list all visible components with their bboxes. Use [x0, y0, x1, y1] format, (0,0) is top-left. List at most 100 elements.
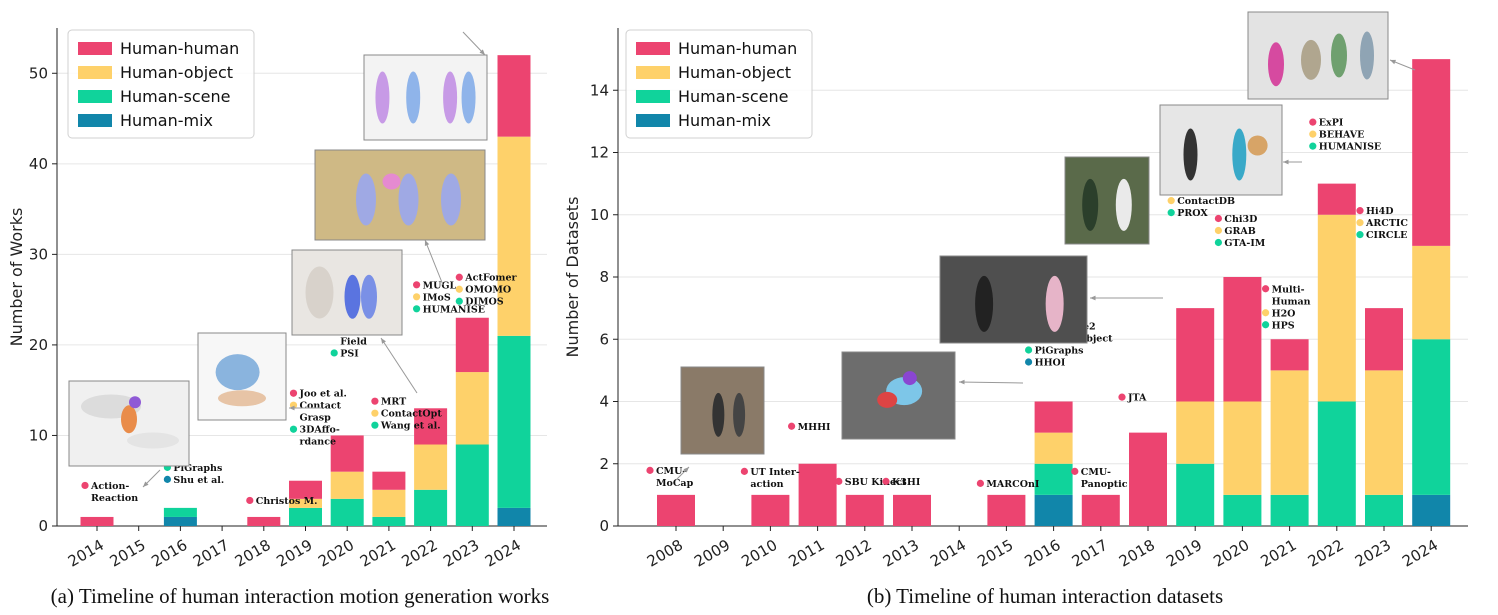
- annotation-dot: [740, 467, 749, 475]
- annotation-dot: [646, 466, 654, 474]
- annotation-text: GTA-IM: [1224, 238, 1265, 249]
- annotation-dot: [1167, 209, 1175, 217]
- figure-caption: (b) Timeline of human interaction datase…: [867, 584, 1223, 608]
- x-tick-label: 2012: [833, 536, 875, 571]
- inset-pointer-head: [959, 379, 965, 385]
- annotation-text: Joo et al.: [299, 389, 347, 400]
- inset-human-pair: [363, 54, 488, 141]
- bar-hh-2012: [845, 494, 884, 526]
- annotation-dot: [835, 477, 843, 485]
- annotation-text: Multi-: [1272, 284, 1305, 295]
- annotation-dot: [455, 285, 463, 293]
- bar-hh-2008: [657, 494, 695, 526]
- inset-pointer: [958, 381, 1024, 384]
- bar-hh-2024: [1412, 59, 1451, 246]
- inset-figure: [382, 173, 401, 190]
- x-tick-label: 2016: [148, 536, 190, 571]
- legend-swatch: [78, 66, 112, 79]
- inset-figure: [1183, 128, 1198, 181]
- inset-pointer-head: [289, 405, 295, 411]
- x-tick-label: 2014: [65, 536, 107, 571]
- bar-hh-2023: [455, 317, 489, 373]
- figure-caption: (a) Timeline of human interaction motion…: [51, 584, 550, 608]
- legend-swatch: [78, 90, 112, 103]
- inset-figure: [1247, 135, 1268, 156]
- x-tick-label: 2013: [880, 536, 922, 571]
- annotation-dot: [371, 397, 379, 405]
- annotation-text: Human: [1272, 296, 1311, 307]
- annotation-text: Shu et al.: [173, 475, 224, 486]
- x-tick-label: 2018: [1116, 536, 1158, 571]
- x-tick-label: 2022: [399, 536, 441, 571]
- x-tick-label: 2018: [232, 536, 274, 571]
- inset-box-carry: [1159, 104, 1283, 196]
- bar-ho-2016: [1034, 432, 1073, 464]
- annotation-text: BEHAVE: [1319, 130, 1365, 141]
- y-tick-label: 0: [599, 517, 609, 535]
- inset-figure: [1331, 33, 1347, 78]
- bar-hh-2016: [1034, 401, 1073, 433]
- inset-figure: [375, 71, 390, 124]
- annotation-dot: [81, 481, 89, 490]
- inset-pointer-head: [424, 240, 430, 246]
- annotation-text: MoCap: [656, 478, 694, 489]
- annotation-text: MHHI: [798, 422, 831, 433]
- inset-figure: [1360, 31, 1374, 80]
- x-tick-label: 2022: [1305, 536, 1347, 571]
- bar-ho-2024: [497, 136, 531, 336]
- inset-figure: [127, 432, 179, 449]
- bar-hs-2016: [163, 507, 197, 517]
- bar-hh-2014: [80, 516, 114, 526]
- bar-hh-2011: [798, 463, 837, 526]
- x-tick-label: 2008: [644, 536, 686, 571]
- annotation-text: Chi3D: [1224, 214, 1257, 225]
- y-axis-label: Number of Datasets: [563, 197, 582, 358]
- annotation-dot: [1262, 309, 1270, 317]
- legend-swatch: [78, 114, 112, 127]
- annotation-text: Panoptic: [1081, 479, 1128, 490]
- annotation-dot: [1309, 130, 1317, 138]
- annotation-dot: [1356, 219, 1364, 227]
- bar-hs-2023: [1365, 494, 1403, 526]
- annotation-dot: [330, 349, 338, 357]
- annotation-text: MRT: [381, 397, 406, 408]
- annotation-text: PiGraphs: [1035, 346, 1084, 357]
- inset-figure: [902, 371, 917, 386]
- annotation-text: HPS: [1272, 320, 1295, 331]
- inset-object-carry: [314, 149, 486, 241]
- legend-swatch: [636, 66, 670, 79]
- inset-figure: [1232, 128, 1247, 181]
- legend-swatch: [78, 42, 112, 55]
- annotation-dot: [1214, 238, 1222, 247]
- inset-figure: [712, 392, 725, 437]
- annotation-text: HUMANISE: [423, 304, 485, 315]
- annotation-text: Field: [340, 336, 367, 347]
- annotation-text: DIMOS: [465, 297, 503, 308]
- annotation-text: ContactDB: [1177, 196, 1235, 207]
- bar-ho-2019: [1176, 401, 1215, 464]
- inset-figure: [344, 274, 361, 319]
- legend-label: Human-scene: [120, 87, 230, 106]
- annotation-dot: [882, 477, 890, 485]
- legend-box: [625, 29, 813, 139]
- y-tick-label: 30: [29, 245, 48, 263]
- annotation-text: Grasp: [300, 413, 332, 424]
- bar-hm-2024: [497, 507, 531, 526]
- x-tick-label: 2024: [1399, 536, 1441, 571]
- annotation-text: ExPI: [1319, 118, 1344, 129]
- inset-figure: [443, 71, 458, 124]
- inset-pointer-head: [1090, 295, 1096, 301]
- bar-hh-2022: [1317, 183, 1356, 215]
- annotation-text: Action-: [90, 481, 129, 492]
- bar-hs-2021: [1270, 494, 1309, 526]
- annotation-dot: [1071, 467, 1079, 475]
- annotation-dot: [1262, 321, 1270, 329]
- annotation-text: PiGraphs: [173, 463, 222, 474]
- y-tick-label: 20: [29, 336, 48, 354]
- annotation-text: CMU-: [1081, 467, 1111, 478]
- y-axis-label: Number of Works: [7, 208, 26, 347]
- annotation-text: MUGL: [423, 280, 457, 291]
- x-tick-label: 2010: [738, 536, 780, 571]
- annotation-text: HUMANISE: [1319, 142, 1381, 153]
